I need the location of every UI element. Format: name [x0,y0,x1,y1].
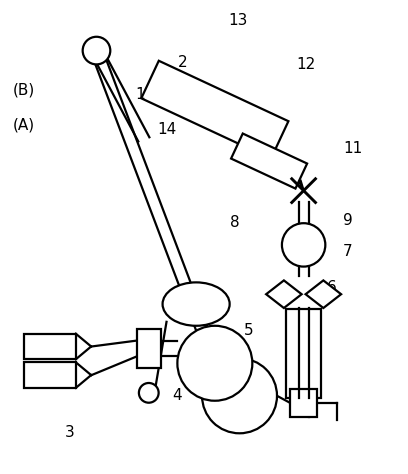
Text: 1: 1 [135,87,145,102]
Polygon shape [231,134,307,189]
Text: 6: 6 [327,280,337,295]
Circle shape [83,37,110,64]
Text: 14: 14 [158,122,177,137]
Circle shape [139,383,159,403]
Text: 8: 8 [230,216,240,230]
Text: 5: 5 [244,323,254,338]
Polygon shape [266,281,302,308]
Bar [137,329,161,368]
Text: 2: 2 [178,55,187,70]
Ellipse shape [162,283,230,326]
Bar [286,309,322,398]
Polygon shape [306,281,341,308]
Text: 3: 3 [65,425,75,440]
Polygon shape [141,61,288,159]
Circle shape [177,326,252,401]
Bar [290,389,317,417]
Text: 13: 13 [228,13,248,28]
Bar [24,362,76,388]
Text: 7: 7 [343,244,353,258]
Text: 12: 12 [297,56,316,72]
Text: 9: 9 [343,213,353,228]
Bar [24,334,76,359]
Text: (B): (B) [13,82,35,97]
Text: 11: 11 [343,141,362,155]
Text: (A): (A) [13,117,35,132]
Circle shape [282,223,325,266]
Circle shape [202,358,277,433]
Text: 4: 4 [172,388,182,402]
